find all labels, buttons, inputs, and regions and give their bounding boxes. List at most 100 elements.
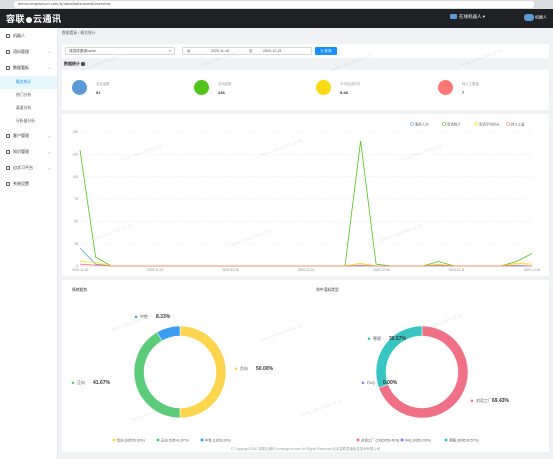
stat-value: 91 bbox=[96, 90, 101, 95]
date-end: 2020-12-15 bbox=[263, 49, 282, 53]
donut-slice[interactable] bbox=[179, 325, 227, 419]
menu-icon bbox=[6, 133, 10, 138]
pie-charts: 中性 8.33% 正向 41.67% 负向 50.00% 寒暄 30.57% FAQ 0.00% 对… bbox=[71, 313, 510, 442]
menu-icon bbox=[6, 149, 10, 154]
stat-icon bbox=[194, 80, 209, 95]
chevron-down-icon: ▾ bbox=[169, 49, 171, 53]
stat-icon bbox=[438, 80, 453, 95]
stat-card: 平均会话时长 5.48 bbox=[312, 76, 432, 104]
y-tick-label: 75 bbox=[74, 197, 78, 201]
sidebar-item[interactable]: 语料管理 ⌄ bbox=[0, 44, 57, 60]
donut-slice[interactable] bbox=[375, 325, 423, 389]
line-legend: 服务人次 会话统计 会话平均时长 转人工量 bbox=[410, 121, 525, 126]
sidebar: 机器人 语料管理 ⌄ 数据看板 ⌄ 概览统计 热门分析 渠道分析 分析量分析 客户管理 ⌄ 知识管… bbox=[0, 28, 58, 459]
footer: © Copyright 2020 容联云通讯 yuntongxun.com Al… bbox=[230, 447, 381, 451]
sidebar-subitem[interactable]: 概览统计 bbox=[0, 76, 57, 89]
legend-label[interactable]: 负向 (6次/50.00%) bbox=[117, 437, 145, 442]
pie-charts-panel: 情绪趋势 命中语料类型 中性 8.33% 正向 41.67% 负向 50.00% 寒暄 30.… bbox=[62, 280, 549, 452]
chevron-down-icon: ⌄ bbox=[47, 133, 51, 138]
date-start: 2020-11-16 bbox=[211, 49, 230, 53]
stats-title: 数据统计 ! bbox=[64, 61, 86, 67]
stats-title-text: 数据统计 bbox=[64, 61, 80, 66]
legend-marker[interactable] bbox=[112, 438, 116, 442]
stat-label: 平均会话时长 bbox=[340, 82, 361, 86]
legend-label[interactable]: FAQ (0次/0.00%) bbox=[405, 437, 431, 442]
legend-marker[interactable] bbox=[474, 122, 478, 126]
stats-cards: 总会话数 91 总消息数 246 平均会话时长 5.48 转人工数量 7 bbox=[62, 70, 549, 110]
chevron-down-icon: ⌄ bbox=[47, 165, 51, 170]
legend-label[interactable]: 服务人次 bbox=[415, 121, 429, 126]
legend-marker[interactable] bbox=[410, 122, 414, 126]
legend-label[interactable]: 寒暄 (96次/30.57%) bbox=[449, 437, 479, 442]
legend-marker[interactable] bbox=[156, 438, 160, 442]
legend-marker[interactable] bbox=[444, 438, 448, 442]
legend-marker[interactable] bbox=[356, 438, 360, 442]
legend-marker[interactable] bbox=[506, 122, 510, 126]
query-button[interactable]: Q 查询 bbox=[315, 47, 337, 55]
breadcrumb-parent[interactable]: 数据看板 bbox=[62, 31, 78, 35]
legend-label[interactable]: 转人工量 bbox=[511, 121, 525, 126]
sidebar-subitem[interactable]: 分析量分析 bbox=[16, 119, 35, 123]
legend-marker[interactable] bbox=[200, 438, 204, 442]
logo-text-a: 容联 bbox=[6, 15, 26, 25]
stat-value: 5.48 bbox=[340, 90, 348, 95]
chevron-down-icon: ⌄ bbox=[47, 49, 51, 54]
legend-label[interactable]: 中性 (1次/8.33%) bbox=[205, 437, 231, 442]
x-tick-label: 2020-12-06 bbox=[373, 268, 390, 272]
sidebar-item[interactable]: 自学习平台 ⌄ bbox=[0, 160, 57, 176]
stat-value: 246 bbox=[218, 90, 225, 95]
filter-bar: 请选择渠道name ▾ ▦ 2020-11-16 至 2020-12-15 Q 查… bbox=[62, 44, 549, 58]
sidebar-subitem[interactable]: 热门分析 bbox=[16, 93, 32, 97]
sidebar-item-label: 系统设置 bbox=[13, 181, 29, 186]
logo[interactable]: 容联 云通讯 bbox=[6, 12, 62, 25]
label-dot bbox=[234, 367, 238, 371]
donut-slice[interactable] bbox=[133, 331, 181, 419]
pie-legend: 负向 (6次/50.00%) 正向 (5次/41.67%) 中性 (1次/8.33%… bbox=[112, 437, 231, 442]
date-separator: 至 bbox=[249, 49, 253, 53]
stat-value: 7 bbox=[462, 90, 465, 95]
y-tick-label: 0 bbox=[76, 264, 78, 268]
sidebar-item[interactable]: 数据看板 ⌄ bbox=[0, 60, 57, 76]
emotion-chart-title: 情绪趋势 bbox=[72, 288, 88, 292]
sidebar-item-label: 数据看板 bbox=[13, 65, 29, 70]
slice-percent-label: 30.57% bbox=[389, 336, 407, 342]
browser-bar: demo.ronglianyun.com/#/robot/data-board/… bbox=[0, 0, 553, 9]
sidebar-item-label: 语料管理 bbox=[13, 49, 29, 54]
channel-select[interactable]: 请选择渠道name ▾ bbox=[65, 47, 175, 55]
info-icon[interactable]: ! bbox=[81, 61, 86, 66]
legend-label[interactable]: 对话工厂 (218次/69.43%) bbox=[361, 437, 399, 442]
pie-legend: 对话工厂 (218次/69.43%) FAQ (0次/0.00%) 寒暄 (96次/… bbox=[356, 437, 479, 442]
sidebar-item[interactable]: 客户管理 ⌄ bbox=[0, 128, 57, 144]
slice-percent-label: 69.43% bbox=[492, 398, 510, 404]
series-line bbox=[79, 263, 533, 267]
legend-label[interactable]: 正向 (5次/41.67%) bbox=[161, 437, 189, 442]
slice-name-label: 寒暄 bbox=[373, 335, 381, 341]
sidebar-item[interactable]: 机器人 bbox=[0, 28, 57, 44]
menu-icon bbox=[6, 165, 10, 170]
donut-slice[interactable] bbox=[156, 325, 181, 342]
stat-icon bbox=[72, 80, 87, 95]
sidebar-item[interactable]: 知识管理 ⌄ bbox=[0, 144, 57, 160]
robot-switcher[interactable]: 在线机器人 ▾ bbox=[449, 14, 485, 20]
legend-label[interactable]: 会话统计 bbox=[447, 121, 461, 126]
sidebar-item[interactable]: 系统设置 bbox=[0, 176, 57, 192]
slice-percent-label: 41.67% bbox=[93, 380, 111, 386]
legend-marker[interactable] bbox=[442, 122, 446, 126]
user-menu[interactable]: 机器人 bbox=[524, 14, 547, 21]
line-chart-panel: 服务人次 会话统计 会话平均时长 转人工量 0 25 50 75 100 125 150 2020-1… bbox=[62, 114, 549, 276]
sidebar-subitem[interactable]: 渠道分析 bbox=[16, 106, 32, 110]
menu-icon bbox=[6, 49, 10, 54]
stat-card: 总消息数 246 bbox=[190, 76, 310, 104]
stat-icon bbox=[316, 80, 331, 95]
legend-label[interactable]: 会话平均时长 bbox=[479, 121, 500, 126]
x-tick-label: 2020-11-16 bbox=[72, 268, 88, 272]
legend-marker[interactable] bbox=[400, 438, 404, 442]
date-range-picker[interactable]: ▦ 2020-11-16 至 2020-12-15 bbox=[182, 47, 312, 55]
x-tick-label: 2020-11-26 bbox=[223, 268, 239, 272]
label-dot bbox=[367, 337, 371, 341]
address-bar[interactable]: demo.ronglianyun.com/#/robot/data-board/… bbox=[14, 1, 534, 8]
slice-name-label: 负向 bbox=[240, 365, 248, 371]
x-tick-label: 2020-12-16 bbox=[524, 268, 541, 272]
sidebar-item-label: 知识管理 bbox=[13, 149, 29, 154]
y-tick-label: 50 bbox=[74, 220, 78, 224]
